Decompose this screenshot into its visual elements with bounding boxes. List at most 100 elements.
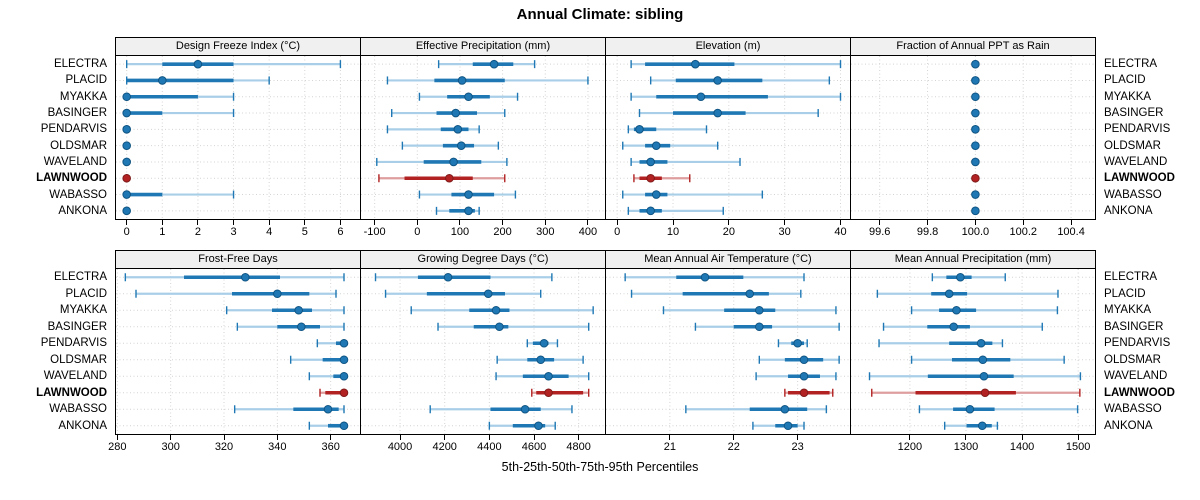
station-label-wabasso: WABASSO [1104,188,1162,201]
series-lawnwood [871,388,1081,398]
tick-label: 360 [321,441,340,453]
tick-label: 1200 [897,441,923,453]
panel-box: Effective Precipitation (mm) [360,37,606,220]
series-basinger [638,108,819,118]
series-basinger [122,108,235,118]
tick-mark [330,435,332,440]
station-labels-left: ELECTRA PLACID MYAKKA BASINGER PENDARVIS OLDS… [0,250,115,454]
series-waveland [308,371,349,381]
tick-label: 0 [123,226,130,238]
series-placid [125,76,270,85]
panel-design-freeze-index-c: Design Freeze Index (°C) 0 1 2 3 4 5 6 [115,37,361,240]
tick-label: 1300 [953,441,979,453]
panel-box: Design Freeze Index (°C) [115,37,361,220]
series-electra [437,59,536,69]
series-myakka [910,305,1059,315]
tick-label: 1400 [1009,441,1035,453]
panel-header: Growing Degree Days (°C) [361,251,605,269]
chart-title: Annual Climate: sibling [516,6,684,23]
panel-header: Mean Annual Precipitation (mm) [851,251,1095,269]
series-basinger [391,108,506,118]
series-ankona [627,206,724,216]
station-label-electra: ELECTRA [1104,58,1158,71]
panel-plot [606,56,850,219]
tick-mark [728,220,730,225]
panel-plot [361,269,605,434]
tick-label: 40 [834,226,847,238]
tick-mark [197,220,199,225]
station-label-wabasso: WABASSO [1104,403,1162,416]
series-waveland [868,371,1082,381]
station-label-ankona: ANKONA [1104,419,1153,432]
series-wabasso [971,190,980,199]
series-pendarvis [627,125,708,134]
series-electra [624,272,805,282]
panel-plot [851,56,1095,219]
panel-plot [606,269,850,434]
series-oldsmar [910,355,1065,365]
tick-label: 340 [268,441,287,453]
tick-mark [840,220,841,225]
series-waveland [122,157,131,167]
series-pendarvis [122,125,131,134]
station-label-pendarvis: PENDARVIS [40,123,107,136]
series-placid [649,76,831,85]
series-electra [125,59,342,69]
panel-box: Elevation (m) [605,37,851,220]
tick-mark [797,435,799,440]
tick-mark [502,220,504,225]
station-label-basinger: BASINGER [1104,107,1164,120]
tick-label: 22 [727,441,740,453]
tick-mark [161,220,163,225]
panel-box: Mean Annual Precipitation (mm) [850,250,1096,435]
axis-caption: 5th-25th-50th-75th-95th Percentiles [501,460,699,474]
tick-mark [459,220,461,225]
axis-ticks: 280 300 320 340 360 [108,435,360,455]
series-oldsmar [622,141,719,150]
series-lawnwood [319,388,349,398]
station-label-waveland: WAVELAND [1104,155,1168,168]
station-label-pendarvis: PENDARVIS [1104,337,1171,350]
tick-label: 0 [614,226,621,238]
series-waveland [971,157,980,167]
tick-mark [223,435,225,440]
series-ankona [943,421,999,431]
station-label-myakka: MYAKKA [1104,304,1152,317]
series-lawnwood [971,173,980,183]
series-pendarvis [386,125,480,134]
panel-header: Mean Annual Air Temperature (°C) [606,251,850,269]
series-lawnwood [633,173,691,183]
tick-mark [126,220,128,225]
series-placid [135,289,337,299]
panel-mean-annual-air-temperature-c: Mean Annual Air Temperature (°C) 21 22 23 [605,250,851,455]
tick-mark [879,220,881,225]
tick-mark [784,220,786,225]
tick-mark [974,220,976,225]
series-myakka [122,92,235,102]
panel-box: Frost-Free Days [115,250,361,435]
tick-label: 99.8 [916,226,939,238]
station-label-ankona: ANKONA [1104,204,1153,217]
series-electra [124,272,345,282]
tick-mark [1070,220,1072,225]
station-label-lawnwood: LAWNWOOD [36,386,107,399]
panel-plot [116,269,360,434]
station-label-placid: PLACID [65,287,107,300]
series-wabasso [685,404,828,414]
series-pendarvis [777,338,808,348]
series-waveland [630,157,741,167]
station-label-placid: PLACID [1104,74,1146,87]
tick-label: -100 [363,226,386,238]
tick-mark [544,220,546,225]
tick-mark [170,435,172,440]
tick-mark [416,220,418,225]
station-label-lawnwood: LAWNWOOD [36,172,107,185]
axis-ticks: 4000 4200 4400 4600 4800 [361,435,605,455]
panel-row-bottom: ELECTRA PLACID MYAKKA BASINGER PENDARVIS OLDS… [0,250,1199,455]
station-label-electra: ELECTRA [1104,271,1158,284]
tick-label: 30 [778,226,791,238]
panel-box: Fraction of Annual PPT as Rain [850,37,1096,220]
panel-frost-free-days: Frost-Free Days 280 300 320 340 360 [108,250,361,455]
tick-label: 300 [161,441,180,453]
series-placid [384,289,542,299]
